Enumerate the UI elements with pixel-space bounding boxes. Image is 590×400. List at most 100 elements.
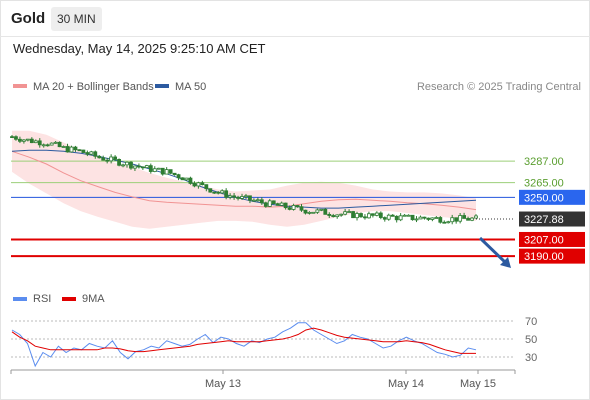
candle-body bbox=[85, 152, 90, 155]
candle-body bbox=[140, 166, 145, 169]
candle-body bbox=[93, 151, 98, 157]
candle-body bbox=[271, 200, 276, 205]
rsi-legend: RSI 9MA bbox=[13, 293, 105, 305]
candle-body bbox=[129, 161, 133, 169]
candle-body bbox=[422, 216, 427, 219]
candle-body bbox=[446, 221, 451, 224]
candle-body bbox=[398, 215, 403, 221]
candle-body bbox=[355, 213, 359, 219]
candle-body bbox=[311, 211, 316, 214]
main-plot bbox=[10, 130, 515, 268]
candle-body bbox=[168, 169, 173, 174]
level-label-3190.00-bg bbox=[519, 248, 585, 264]
candle-body bbox=[228, 195, 233, 198]
candle-body bbox=[113, 156, 118, 160]
candle-body bbox=[220, 190, 225, 194]
candle-body bbox=[57, 141, 62, 148]
candle-body bbox=[172, 172, 177, 176]
candle-body bbox=[232, 195, 236, 198]
candle-body bbox=[65, 146, 70, 153]
main-legend: MA 20 + Bollinger Bands MA 50 Research ©… bbox=[13, 81, 581, 93]
candle-body bbox=[53, 141, 58, 144]
legend-swatch-9ma bbox=[62, 297, 76, 301]
candle-body bbox=[164, 169, 169, 175]
candle-body bbox=[45, 144, 50, 147]
candle-body bbox=[267, 200, 272, 207]
candle-body bbox=[29, 138, 34, 144]
candle-body bbox=[117, 159, 121, 166]
candle-body bbox=[148, 165, 153, 172]
chart-header: Gold 30 MIN bbox=[0, 0, 590, 36]
candle-body bbox=[89, 151, 94, 155]
candle-body bbox=[244, 195, 248, 198]
candle-body bbox=[315, 209, 320, 213]
candle-body bbox=[25, 138, 30, 141]
candle-body bbox=[263, 202, 268, 207]
x-axis: May 13 May 14 May 15 bbox=[10, 369, 516, 390]
instrument-title: Gold bbox=[11, 10, 46, 27]
candle-body bbox=[224, 190, 229, 198]
x-label-2: May 15 bbox=[460, 378, 496, 390]
candle-body bbox=[204, 184, 209, 190]
candle-body bbox=[18, 138, 22, 142]
candle-body bbox=[21, 139, 26, 142]
candle-body bbox=[105, 159, 110, 162]
level-label-3190.00: 3190.00 bbox=[524, 251, 564, 263]
timeframe-button[interactable]: 30 MIN bbox=[51, 7, 102, 31]
legend-9ma-label: 9MA bbox=[82, 293, 105, 305]
last-price-label-bg bbox=[519, 211, 585, 227]
rsi-ma9-line bbox=[11, 327, 476, 354]
candle-body bbox=[402, 214, 407, 217]
candle-body bbox=[160, 167, 165, 175]
candle-body bbox=[343, 211, 348, 215]
candle-body bbox=[363, 216, 367, 219]
forecast-arrow-shaft bbox=[478, 236, 509, 266]
candle-body bbox=[101, 157, 106, 161]
candle-body bbox=[176, 174, 181, 179]
candle-body bbox=[279, 202, 284, 206]
candle-body bbox=[454, 217, 459, 222]
candle-body bbox=[299, 206, 304, 211]
candle-body bbox=[49, 142, 54, 146]
candle-body bbox=[255, 199, 260, 202]
candle-body bbox=[303, 209, 308, 214]
candle-body bbox=[323, 208, 328, 215]
level-label-3250.00-bg bbox=[519, 189, 585, 205]
header-divider bbox=[0, 36, 590, 37]
candle-body bbox=[41, 144, 46, 147]
candle-body bbox=[339, 213, 344, 216]
rsi-line bbox=[11, 322, 477, 368]
candle-body bbox=[410, 214, 415, 221]
legend-rsi-label: RSI bbox=[33, 293, 51, 305]
bollinger-band bbox=[12, 130, 476, 229]
candle-body bbox=[81, 149, 86, 153]
candle-body bbox=[192, 183, 197, 187]
candle-body bbox=[137, 165, 141, 168]
candle-body bbox=[414, 218, 419, 221]
candle-body bbox=[374, 212, 379, 216]
candle-body bbox=[97, 155, 102, 159]
candle-body bbox=[10, 136, 14, 139]
candle-body bbox=[180, 177, 185, 181]
candle-body bbox=[144, 165, 149, 169]
legend-ma50-label: MA 50 bbox=[175, 81, 206, 93]
candle-body bbox=[236, 196, 240, 199]
candle-body bbox=[156, 167, 161, 170]
chart-datetime: Wednesday, May 14, 2025 9:25:10 AM CET bbox=[13, 41, 266, 56]
candle-body bbox=[240, 196, 244, 199]
candle-body bbox=[61, 146, 66, 148]
candle-body bbox=[291, 205, 296, 210]
candle-body bbox=[406, 214, 411, 217]
candle-body bbox=[466, 218, 470, 221]
level-label-3207.00: 3207.00 bbox=[524, 234, 564, 246]
candle-body bbox=[184, 177, 189, 181]
candle-body bbox=[125, 161, 129, 166]
candle-body bbox=[307, 211, 312, 214]
candle-body bbox=[474, 215, 478, 219]
candle-body bbox=[287, 207, 292, 210]
level-labels: 3287.00 3265.00 3250.00 3207.00 3190.00 3227.… bbox=[519, 156, 585, 264]
candle-body bbox=[33, 140, 38, 144]
level-label-3207.00-bg bbox=[519, 231, 585, 247]
candle-body bbox=[331, 215, 336, 218]
